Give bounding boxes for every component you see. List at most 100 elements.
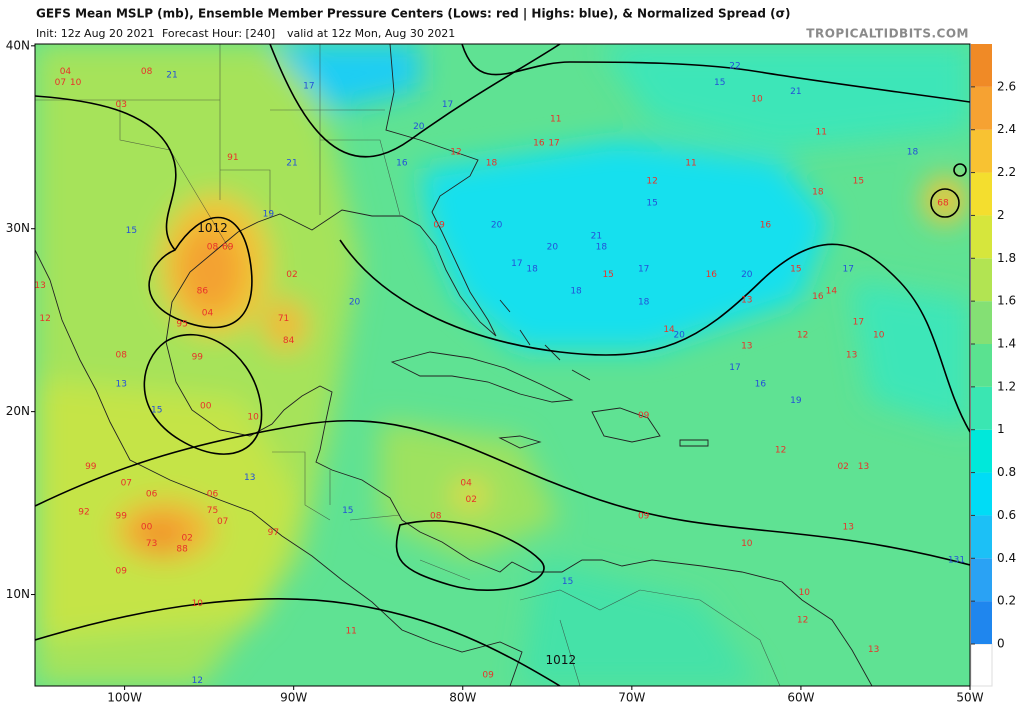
low-center: 14 [663, 325, 675, 335]
y-tick-label: 30N [6, 221, 30, 235]
colorbar-band [971, 344, 992, 387]
low-center: 11 [815, 127, 826, 137]
high-center: 17 [638, 264, 649, 274]
y-tick-label: 40N [6, 38, 30, 52]
low-center: 86 [197, 286, 209, 296]
low-center: 16 [760, 221, 772, 231]
x-tick-label: 80W [449, 691, 476, 705]
isobar [461, 44, 970, 103]
high-center: 15 [342, 506, 353, 516]
low-center: 14 [826, 286, 838, 296]
low-center: 12 [797, 330, 808, 340]
low-center: 07 [217, 517, 228, 527]
colorbar-band [971, 215, 992, 259]
high-center: 21 [286, 158, 297, 168]
low-center: 10 [741, 539, 753, 549]
low-center: 13 [846, 350, 857, 360]
high-center: 13 [244, 473, 255, 483]
colorbar-tick-label: 1.8 [997, 251, 1016, 265]
y-tick-label: 20N [6, 404, 30, 418]
low-center: 11 [345, 627, 356, 637]
low-center: 08 [207, 243, 219, 253]
low-center: 91 [227, 153, 238, 163]
high-center: 20 [491, 221, 503, 231]
low-center: 04 [202, 308, 214, 318]
isobar [35, 419, 970, 566]
low-center: 10 [70, 78, 82, 88]
isobar [953, 163, 967, 177]
low-center: 04 [460, 478, 472, 488]
low-center: 11 [685, 158, 696, 168]
low-center: 12 [450, 147, 461, 157]
isobar [35, 95, 177, 251]
y-tick-label: 10N [6, 587, 30, 601]
forecast-hour: Forecast Hour: [240] [162, 27, 275, 40]
high-center: 21 [591, 232, 602, 242]
low-center: 16 [533, 138, 545, 148]
isobar [339, 239, 970, 433]
colorbar-tick-label: 0.6 [997, 508, 1016, 522]
low-center: 17 [853, 318, 864, 328]
colorbar-tick-label: 0.8 [997, 465, 1016, 479]
high-center: 15 [126, 226, 137, 236]
isobar [148, 216, 253, 329]
x-tick-label: 60W [787, 691, 814, 705]
cuba [390, 351, 574, 403]
isobar [35, 598, 561, 686]
brand: TROPICALTIDBITS.COM [806, 27, 969, 41]
low-center: 07 [55, 78, 66, 88]
low-center: 00 [141, 522, 153, 532]
low-center: 08 [116, 350, 128, 360]
low-center: 08 [141, 67, 153, 77]
low-center: 03 [116, 100, 127, 110]
colorbar-band [971, 558, 992, 602]
low-center: 06 [207, 489, 219, 499]
colorbar-band [971, 44, 992, 87]
low-center: 08 [430, 511, 442, 521]
low-center: 99 [116, 511, 128, 521]
high-center: 131 [948, 555, 965, 565]
low-center: 69 [222, 243, 234, 253]
x-tick-label: 70W [618, 691, 645, 705]
high-center: 20 [547, 243, 559, 253]
high-center: 17 [843, 264, 854, 274]
low-center: 09 [433, 221, 445, 231]
low-center: 12 [39, 314, 50, 324]
high-center: 18 [596, 243, 608, 253]
low-center: 10 [799, 588, 811, 598]
colorbar-band [971, 86, 992, 130]
low-center: 09 [482, 671, 494, 681]
colorbar-band [971, 601, 992, 644]
high-center: 15 [646, 199, 657, 209]
colorbar-band [971, 386, 992, 430]
low-center: 95 [176, 319, 187, 329]
isobar-label: 1012 [197, 221, 228, 235]
colorbar-tick-label: 0 [997, 637, 1005, 651]
low-center: 97 [268, 528, 279, 538]
high-center: 19 [263, 210, 275, 220]
x-tick-label: 100W [107, 691, 142, 705]
us-mexico-border [35, 99, 231, 251]
south-america-borders [519, 589, 781, 686]
isobar [269, 44, 561, 158]
low-center: 13 [868, 645, 879, 655]
isobar [930, 188, 960, 218]
colorbar-tick-label: 0.4 [997, 551, 1016, 565]
colorbar-tick-label: 2.4 [997, 122, 1016, 136]
map-frame [34, 43, 971, 687]
x-tick-label: 90W [280, 691, 307, 705]
colorbar-band [971, 301, 992, 344]
low-center: 16 [812, 292, 824, 302]
low-center: 02 [286, 270, 297, 280]
high-center: 17 [729, 363, 740, 373]
low-center: 10 [751, 94, 763, 104]
high-center: 20 [413, 122, 425, 132]
bahamas [499, 299, 591, 381]
low-center: 12 [775, 446, 786, 456]
low-center: 16 [706, 270, 718, 280]
colorbar-tick-label: 1 [997, 422, 1005, 436]
low-center: 18 [486, 158, 498, 168]
low-center: 99 [192, 352, 204, 362]
